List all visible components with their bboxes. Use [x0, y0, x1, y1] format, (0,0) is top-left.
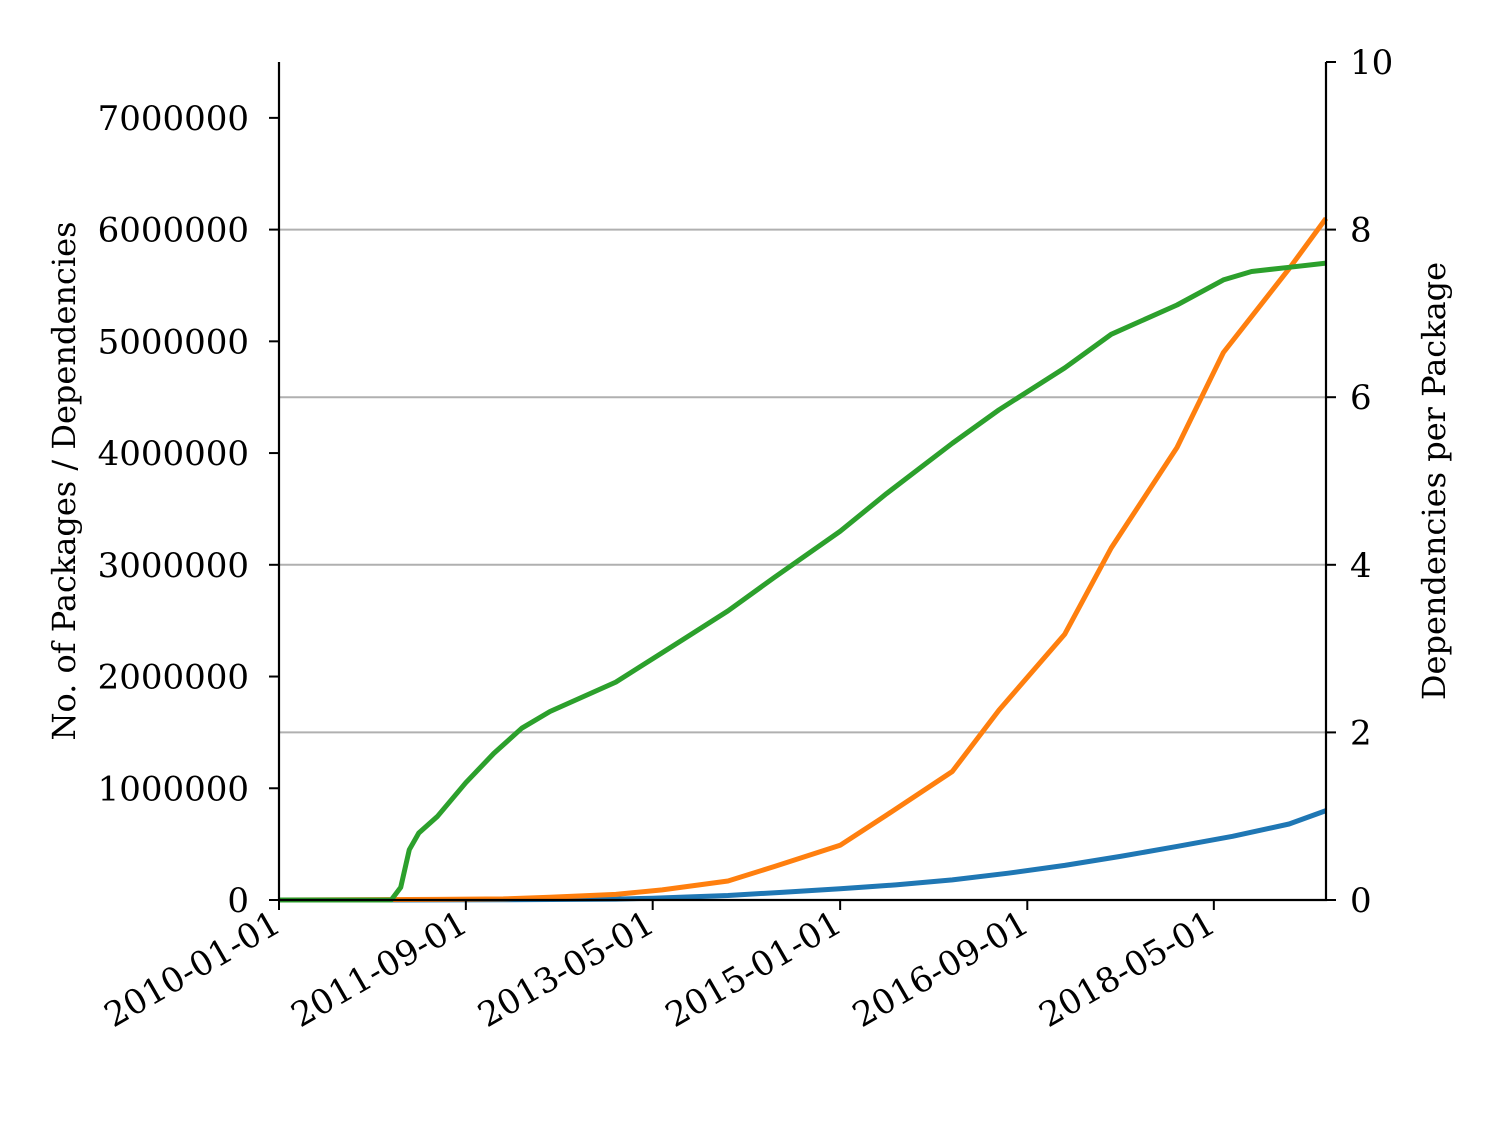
y-tick-label-6: 6000000: [98, 211, 249, 251]
grid-lines: [279, 228, 1326, 734]
y2-axis-title: Dependencies per Package: [1415, 262, 1453, 700]
axis-spines: [277, 62, 1328, 902]
y2-tick-label-4: 8: [1350, 211, 1372, 251]
plot-frame: [277, 62, 1328, 902]
y-tick-label-3: 3000000: [98, 546, 249, 586]
y2-tick-label-2: 4: [1350, 546, 1372, 586]
x-tick-label-5: 2018-05-01: [1033, 903, 1223, 1036]
x-tick-label-0: 2010-01-01: [98, 903, 288, 1036]
ticks: 0 1000000 2000000 3000000 4000000 5000000 6000…: [98, 43, 1394, 1036]
y2-tick-label-3: 6: [1350, 378, 1372, 418]
y2-tick-label-1: 2: [1350, 713, 1372, 753]
x-tick-label-3: 2015-01-01: [659, 903, 849, 1036]
series-layer: [278, 216, 1329, 903]
series-line-1: [278, 216, 1329, 903]
series-line-2: [279, 260, 1327, 903]
y-tick-label-5: 5000000: [98, 322, 249, 362]
y-tick-label-2: 2000000: [98, 658, 249, 698]
y2-tick-label-0: 0: [1350, 881, 1372, 921]
y-tick-label-0: 0: [227, 881, 249, 921]
y-tick-label-7: 7000000: [98, 99, 249, 139]
y-tick-label-4: 4000000: [98, 434, 249, 474]
y-tick-label-1: 1000000: [98, 769, 249, 809]
x-tick-label-2: 2013-05-01: [471, 903, 661, 1036]
x-tick-label-4: 2016-09-01: [846, 903, 1036, 1036]
x-tick-label-1: 2011-09-01: [285, 903, 475, 1036]
y-axis-title: No. of Packages / Dependencies: [45, 221, 83, 740]
y2-tick-label-5: 10: [1350, 43, 1393, 83]
